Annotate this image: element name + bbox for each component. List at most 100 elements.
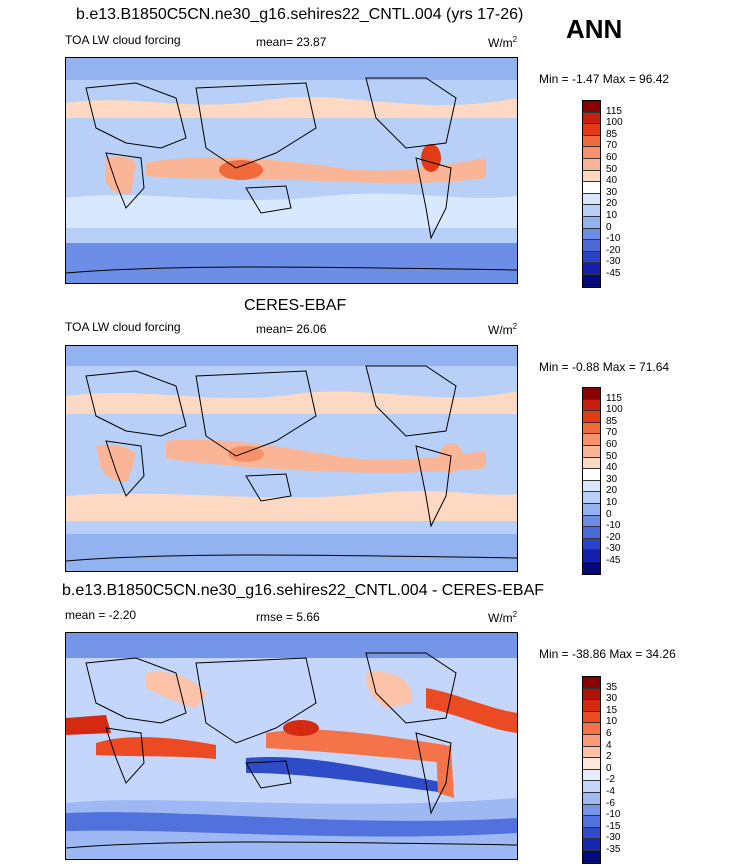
colorbar-tick-label: 115 — [606, 392, 622, 404]
colorbar-swatch — [583, 677, 600, 689]
colorbar-swatch — [583, 251, 600, 264]
panel-2-units: W/m2 — [488, 322, 518, 337]
panel-3-mean: mean = -2.20 — [65, 608, 137, 622]
colorbar-swatch — [583, 457, 600, 470]
panel-3-units: W/m2 — [488, 610, 518, 625]
colorbar-swatch — [583, 399, 600, 412]
panel-1-colorbar — [582, 100, 601, 288]
panel-1-units: W/m2 — [488, 35, 518, 50]
colorbar-swatch — [583, 700, 600, 712]
colorbar-swatch — [583, 263, 600, 275]
colorbar-swatch — [583, 746, 600, 759]
colorbar-swatch — [583, 781, 600, 793]
colorbar-tick-label: 60 — [606, 152, 618, 163]
colorbar-tick-label: -30 — [606, 832, 621, 844]
colorbar-swatch — [583, 101, 600, 113]
colorbar-tick-label: 0 — [606, 762, 612, 774]
colorbar-swatch — [583, 723, 600, 735]
colorbar-swatch — [583, 193, 600, 206]
colorbar-tick-label: -10 — [606, 520, 621, 532]
colorbar-swatch — [583, 205, 600, 217]
colorbar-swatch — [583, 515, 600, 528]
colorbar-tick-label: 20 — [606, 485, 618, 497]
colorbar-swatch — [583, 182, 600, 194]
colorbar-tick-label: 30 — [606, 473, 618, 485]
colorbar-tick-label: 0 — [606, 508, 612, 520]
panel-2-map — [65, 345, 518, 572]
colorbar-tick-label: -10 — [606, 809, 621, 821]
colorbar-tick-label: 6 — [606, 728, 612, 739]
colorbar-tick-label: 85 — [606, 128, 618, 140]
colorbar-swatch — [583, 158, 600, 171]
colorbar-tick-label: -35 — [606, 844, 621, 855]
panel-3-colorbar — [582, 676, 601, 864]
colorbar-tick-label: -15 — [606, 820, 621, 832]
colorbar-swatch — [583, 170, 600, 183]
colorbar-swatch — [583, 792, 600, 805]
colorbar-swatch — [583, 827, 600, 840]
panel-1-mean: mean= 23.87 — [256, 35, 327, 49]
colorbar-tick-label: 0 — [606, 221, 612, 233]
panel-1-field-label: TOA LW cloud forcing — [65, 33, 181, 47]
colorbar-swatch — [583, 503, 600, 516]
panel-2-colorbar — [582, 387, 601, 575]
colorbar-tick-label: 100 — [606, 117, 623, 129]
colorbar-tick-label: -20 — [606, 531, 621, 543]
panel-3-minmax: Min = -38.86 Max = 34.26 — [539, 647, 676, 661]
colorbar-tick-label: 35 — [606, 681, 618, 693]
colorbar-swatch — [583, 112, 600, 125]
colorbar-tick-label: -4 — [606, 786, 615, 797]
colorbar-tick-label: 40 — [606, 462, 618, 474]
colorbar-tick-label: 30 — [606, 186, 618, 198]
colorbar-tick-label: 115 — [606, 105, 622, 117]
colorbar-tick-label: -45 — [606, 555, 621, 566]
colorbar-tick-label: -10 — [606, 233, 621, 245]
colorbar-tick-label: -20 — [606, 244, 621, 256]
colorbar-swatch — [583, 711, 600, 724]
colorbar-swatch — [583, 274, 600, 287]
colorbar-swatch — [583, 434, 600, 446]
panel-1-map — [65, 57, 518, 284]
colorbar-swatch — [583, 734, 600, 747]
colorbar-tick-label: 50 — [606, 450, 618, 462]
colorbar-swatch — [583, 147, 600, 159]
colorbar-swatch — [583, 550, 600, 562]
colorbar-swatch — [583, 388, 600, 400]
colorbar-tick-label: 50 — [606, 163, 618, 175]
colorbar-tick-label: -2 — [606, 774, 615, 786]
colorbar-tick-label: 70 — [606, 140, 618, 152]
panel-1-minmax: Min = -1.47 Max = 96.42 — [539, 72, 670, 86]
colorbar-swatch — [583, 527, 600, 539]
colorbar-swatch — [583, 804, 600, 817]
colorbar-swatch — [583, 561, 600, 574]
panel-2-title: CERES-EBAF — [244, 297, 347, 314]
colorbar-tick-label: -6 — [606, 797, 615, 809]
colorbar-tick-label: 10 — [606, 497, 618, 508]
panel-2-field-label: TOA LW cloud forcing — [65, 320, 181, 334]
panel-3-title: b.e13.B1850C5CN.ne30_g16.sehires22_CNTL.… — [62, 582, 545, 599]
colorbar-swatch — [583, 850, 600, 863]
panel-2-mean: mean= 26.06 — [256, 322, 327, 336]
colorbar-swatch — [583, 816, 600, 828]
colorbar-tick-label: 100 — [606, 404, 623, 416]
colorbar-tick-label: 20 — [606, 198, 618, 210]
colorbar-tick-label: -30 — [606, 256, 621, 268]
panel-2-minmax: Min = -0.88 Max = 71.64 — [539, 360, 670, 374]
panel-3-map — [65, 632, 518, 860]
colorbar-swatch — [583, 758, 600, 770]
colorbar-swatch — [583, 124, 600, 136]
colorbar-swatch — [583, 135, 600, 148]
colorbar-swatch — [583, 469, 600, 481]
colorbar-swatch — [583, 228, 600, 241]
colorbar-swatch — [583, 445, 600, 458]
colorbar-swatch — [583, 240, 600, 252]
colorbar-tick-label: 60 — [606, 439, 618, 450]
season-label: ANN — [566, 14, 623, 44]
colorbar-swatch — [583, 688, 600, 701]
colorbar-tick-label: -45 — [606, 268, 621, 279]
colorbar-swatch — [583, 422, 600, 435]
colorbar-tick-label: 4 — [606, 739, 612, 751]
colorbar-tick-label: 30 — [606, 693, 618, 705]
colorbar-swatch — [583, 411, 600, 423]
colorbar-swatch — [583, 216, 600, 229]
